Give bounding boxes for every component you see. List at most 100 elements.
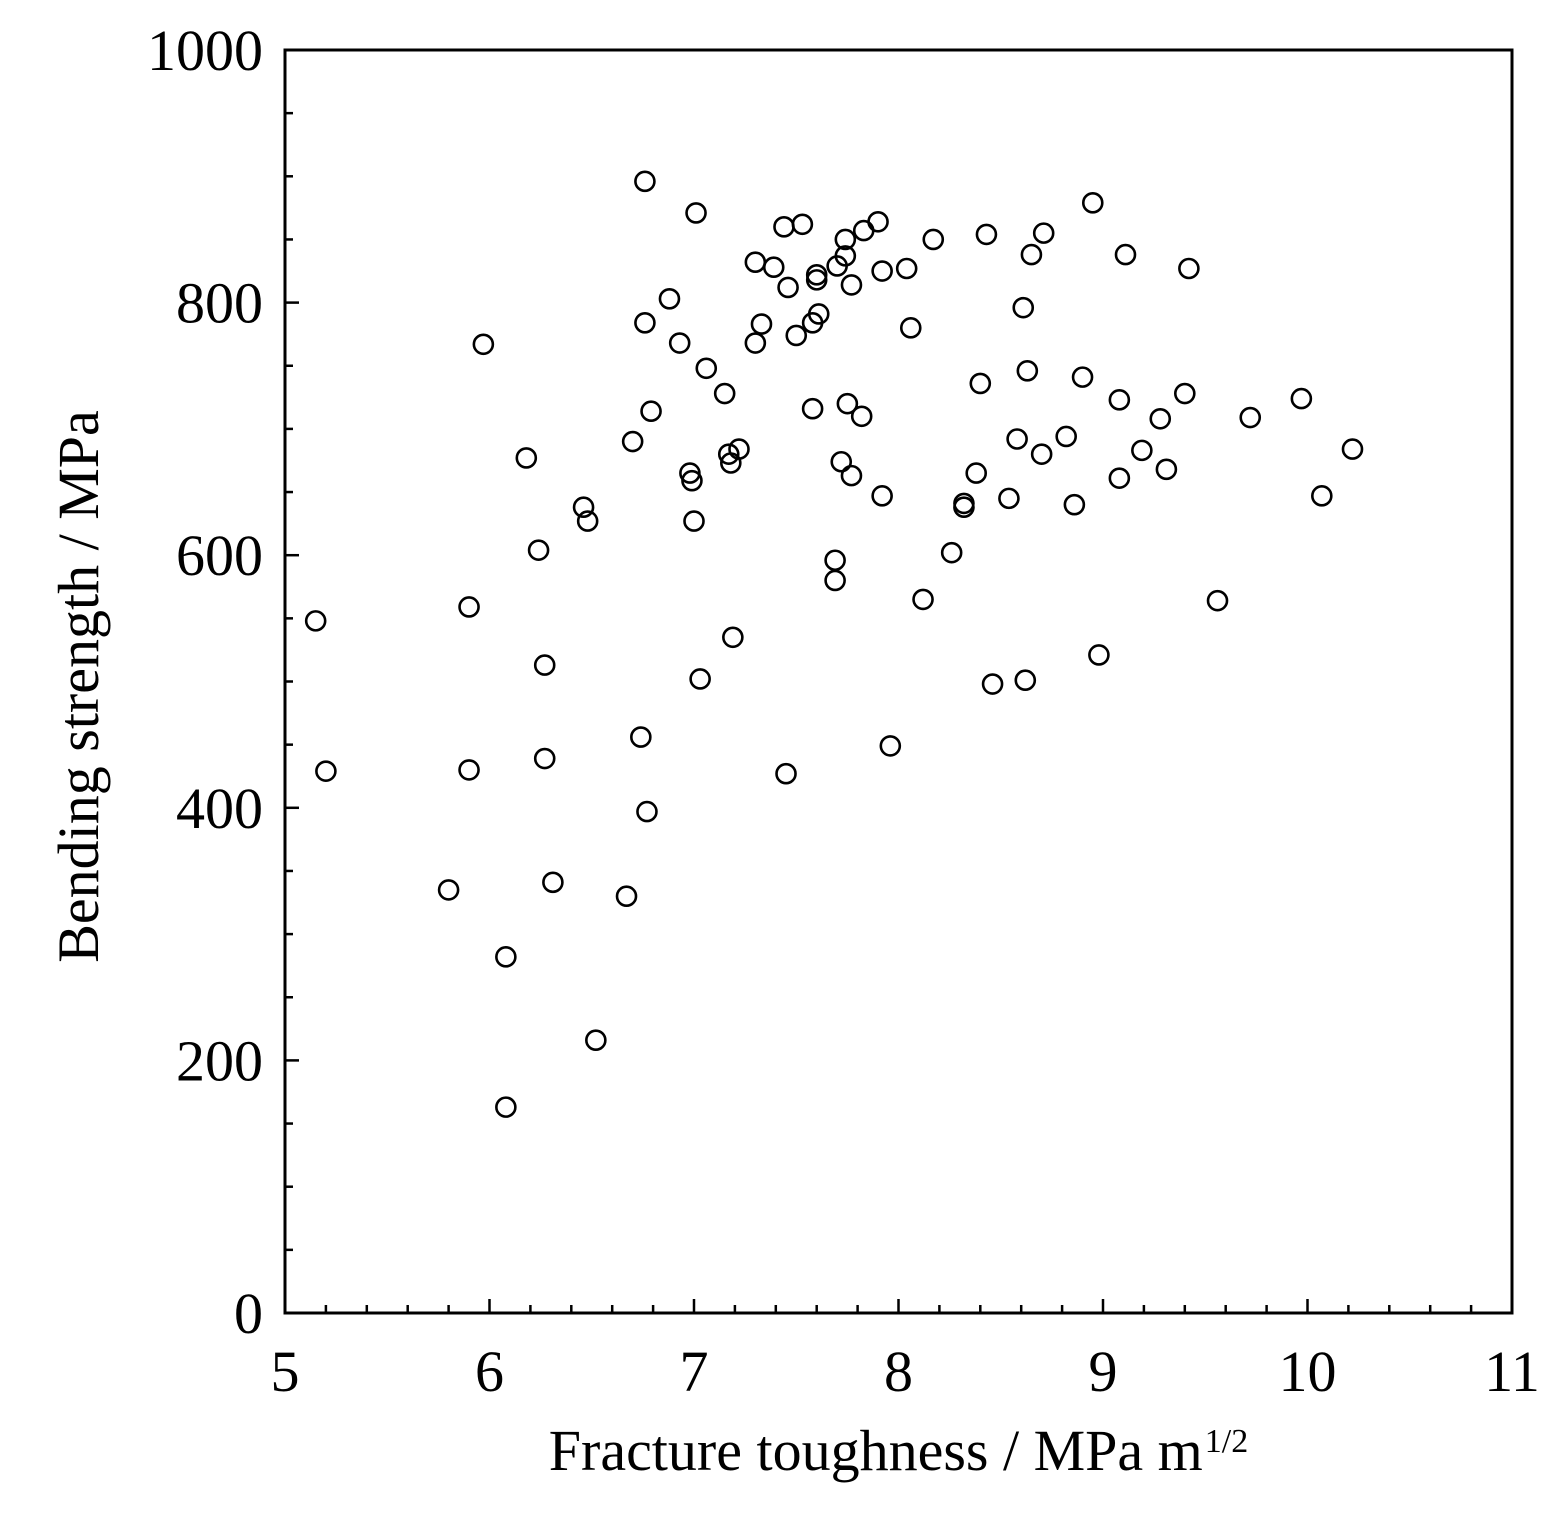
data-point <box>630 726 652 748</box>
data-point <box>304 610 327 632</box>
data-point <box>640 400 662 423</box>
data-point <box>1063 493 1086 516</box>
data-point <box>899 317 922 339</box>
data-point <box>840 464 863 487</box>
data-point <box>1311 485 1333 507</box>
data-point <box>636 800 658 823</box>
data-point <box>1149 407 1172 430</box>
data-point <box>1290 387 1313 410</box>
data-point <box>750 313 773 335</box>
data-point <box>775 762 797 785</box>
x-tick-label: 8 <box>884 1339 913 1404</box>
data-point <box>621 430 644 453</box>
data-point <box>1006 428 1028 450</box>
data-point <box>634 170 656 193</box>
data-point <box>1131 439 1153 462</box>
data-point <box>572 496 595 519</box>
y-tick-label: 800 <box>176 271 263 336</box>
minor-ticks <box>285 111 1473 1313</box>
plot-frame <box>283 48 1514 1315</box>
data-point <box>713 382 736 405</box>
data-point <box>1014 669 1037 692</box>
data-point <box>953 496 975 519</box>
y-tick-label: 400 <box>176 776 263 841</box>
data-point <box>871 485 893 507</box>
data-point <box>1239 406 1262 429</box>
data-point <box>1108 389 1131 411</box>
data-point <box>1081 192 1104 214</box>
data-point <box>801 397 824 420</box>
data-point <box>1088 644 1110 666</box>
data-point <box>585 1029 607 1051</box>
y-axis-title: Bending strength / MPa <box>46 410 111 963</box>
x-axis-title-main: Fracture toughness / MPa m <box>549 1418 1203 1483</box>
data-point <box>824 569 846 592</box>
x-tick-label: 10 <box>1279 1339 1337 1404</box>
data-point <box>1206 589 1229 612</box>
data-point <box>458 596 480 618</box>
data-point <box>1174 382 1196 405</box>
data-point <box>495 1096 517 1118</box>
data-point <box>689 668 711 690</box>
data-point <box>615 885 638 908</box>
data-point <box>634 312 656 334</box>
data-point <box>998 487 1020 510</box>
data-point <box>762 256 785 279</box>
data-point <box>458 759 480 781</box>
data-point <box>969 372 992 395</box>
data-point <box>681 469 703 492</box>
data-point <box>1012 296 1035 319</box>
data-point <box>785 324 808 347</box>
data-point <box>1030 443 1053 465</box>
data-point <box>495 946 517 968</box>
x-axis-title: Fracture toughness / MPa m1/2 <box>549 1418 1248 1483</box>
data-point <box>1341 438 1364 460</box>
y-tick-label: 0 <box>234 1281 263 1346</box>
data-point <box>1032 222 1055 244</box>
x-tick-label: 11 <box>1484 1339 1540 1404</box>
data-point <box>533 747 556 770</box>
data-point <box>695 357 718 380</box>
x-tick-label: 7 <box>680 1339 709 1404</box>
data-point <box>834 245 857 267</box>
data-point <box>777 276 799 299</box>
data-point <box>668 332 691 354</box>
data-point <box>1155 458 1178 481</box>
data-point <box>975 223 998 246</box>
data-point <box>533 654 556 676</box>
x-tick-label: 9 <box>1089 1339 1118 1404</box>
data-point <box>683 510 705 532</box>
data-point <box>744 332 767 354</box>
data-point <box>658 288 681 310</box>
data-point <box>824 549 846 572</box>
data-point <box>527 539 550 561</box>
data-point <box>912 588 934 611</box>
data-point <box>895 257 918 280</box>
y-tick-labels: 0 200 400 600 800 1000 <box>147 18 263 1346</box>
x-tick-label: 5 <box>271 1339 300 1404</box>
data-point <box>773 216 795 238</box>
data-point <box>1055 425 1077 448</box>
data-point <box>472 333 495 356</box>
data-point <box>1114 243 1137 266</box>
data-point <box>1016 360 1039 382</box>
data-point <box>542 871 564 894</box>
data-point <box>852 219 875 242</box>
data-point <box>981 673 1004 695</box>
data-point <box>805 269 828 291</box>
data-point <box>867 210 889 233</box>
data-point <box>722 626 744 649</box>
data-point <box>315 760 337 782</box>
y-tick-label: 600 <box>176 523 263 588</box>
data-point <box>1071 366 1094 388</box>
data-point <box>576 510 599 532</box>
data-point <box>437 879 460 901</box>
y-tick-label: 1000 <box>147 18 263 83</box>
data-point <box>871 260 893 282</box>
data-point <box>717 443 740 465</box>
data-point <box>965 462 988 484</box>
data-point <box>685 202 707 224</box>
data-point <box>830 450 853 473</box>
data-point <box>834 228 857 251</box>
